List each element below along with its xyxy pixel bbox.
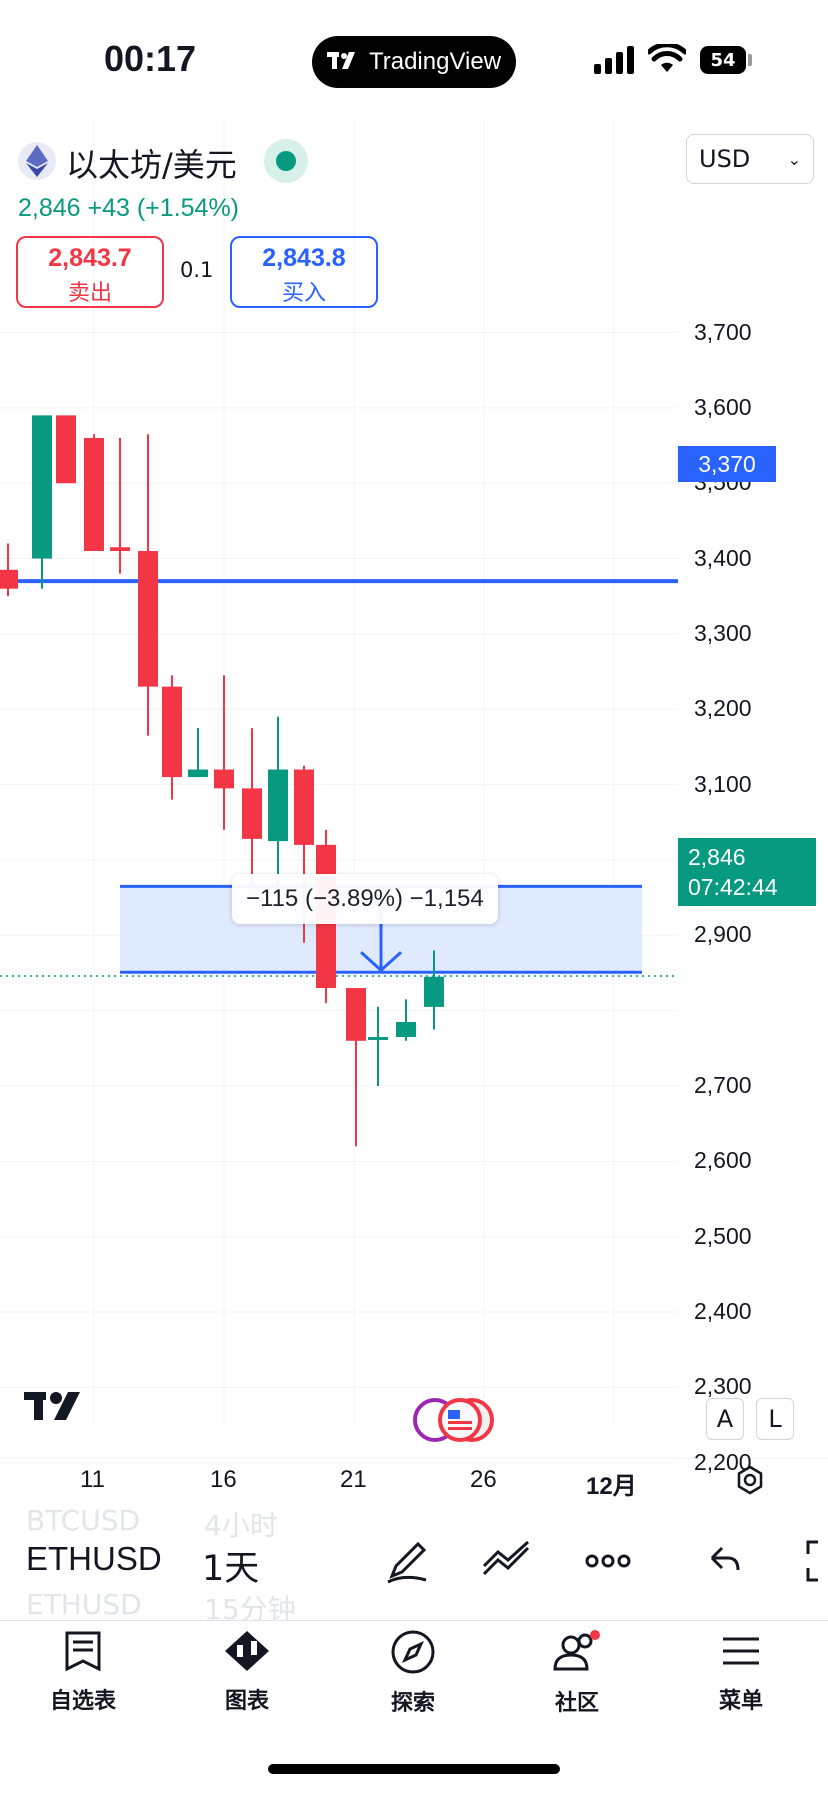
- toolbar-symbol[interactable]: ETHUSD: [26, 1540, 162, 1577]
- measure-tooltip: −115 (−3.89%) −1,154: [232, 874, 498, 924]
- ticker-prev[interactable]: BTCUSD: [26, 1508, 141, 1537]
- candle-body: [424, 976, 444, 1007]
- buy-price: 2,843.8: [262, 244, 346, 272]
- interval-prev[interactable]: 4小时: [204, 1509, 278, 1542]
- trend-tools-icon[interactable]: [480, 1538, 532, 1584]
- nav-explore[interactable]: 探索: [358, 1629, 468, 1717]
- candle-body: [56, 415, 76, 484]
- price-tick-label: 2,900: [694, 921, 752, 948]
- price-tick-label: 3,400: [694, 544, 752, 571]
- currency-select[interactable]: USD ⌄: [686, 134, 814, 184]
- horizontal-line-price-label: 3,370: [678, 446, 776, 482]
- interval-next[interactable]: 15分钟: [204, 1593, 296, 1620]
- price-tick-label: 2,600: [694, 1147, 752, 1174]
- menu-icon: [723, 1637, 759, 1665]
- bar-countdown: 07:42:44: [688, 874, 778, 900]
- candle-body: [84, 437, 104, 552]
- price-tick-label: 2,500: [694, 1222, 752, 1249]
- market-open-icon: [276, 151, 296, 171]
- nav-community[interactable]: 社区: [522, 1629, 632, 1717]
- candle-body: [110, 547, 130, 552]
- more-icon[interactable]: [584, 1538, 632, 1584]
- buy-button[interactable]: 2,843.8 买入: [230, 236, 378, 308]
- tradingview-pill[interactable]: TradingView: [312, 36, 516, 88]
- fullscreen-icon[interactable]: [802, 1538, 828, 1584]
- chart-icon: [225, 1631, 269, 1671]
- candles: [0, 415, 444, 1147]
- price-tick-label: 2,300: [694, 1373, 752, 1400]
- chart-settings-icon[interactable]: [734, 1464, 766, 1496]
- price-tick-label: 2,400: [694, 1298, 752, 1325]
- home-indicator: [268, 1764, 560, 1774]
- log-scale-button[interactable]: L: [756, 1398, 794, 1440]
- nav-menu[interactable]: 菜单: [686, 1629, 796, 1715]
- ticker-next[interactable]: ETHUSD: [26, 1588, 142, 1620]
- time-tick-label: 21: [340, 1466, 367, 1493]
- price-chart[interactable]: [0, 120, 828, 1500]
- candle-body: [396, 1021, 416, 1038]
- price-tick-label: 3,600: [694, 393, 752, 420]
- compass-icon: [391, 1630, 435, 1674]
- current-price-label: 2,846 07:42:44: [678, 838, 816, 906]
- candle-body: [294, 769, 314, 845]
- time-tick-label: 11: [80, 1466, 105, 1493]
- price-tick-label: 2,700: [694, 1072, 752, 1098]
- nav-watchlist[interactable]: 自选表: [28, 1629, 138, 1715]
- community-icon: [553, 1630, 600, 1671]
- wifi-icon: [648, 44, 686, 72]
- app-pill-label: TradingView: [368, 48, 502, 75]
- auto-scale-button[interactable]: A: [706, 1398, 744, 1440]
- candle-body: [0, 569, 18, 589]
- spread-value: 0.1: [180, 258, 214, 282]
- economic-events-icon[interactable]: [410, 1396, 510, 1446]
- ethereum-icon: [18, 142, 56, 180]
- sell-label: 卖出: [67, 281, 112, 306]
- time-tick-label: 12月: [586, 1473, 637, 1500]
- nav-community-label: 社区: [554, 1691, 599, 1716]
- watchlist-icon: [65, 1631, 101, 1672]
- price-tick-label: 3,700: [694, 318, 752, 345]
- nav-watchlist-label: 自选表: [49, 1689, 116, 1714]
- time-tick-label: 16: [210, 1466, 237, 1493]
- signal-icon: [594, 46, 634, 74]
- candle-body: [242, 788, 262, 839]
- price-change: 2,846 +43 (+1.54%): [18, 194, 239, 222]
- candle-body: [32, 415, 52, 559]
- candle-body: [214, 769, 234, 789]
- time-tick-label: 26: [470, 1466, 497, 1493]
- candle-body: [368, 1037, 388, 1041]
- tradingview-watermark-icon[interactable]: [24, 1390, 90, 1422]
- chevron-down-icon: ⌄: [787, 149, 801, 169]
- symbol-toolbar: BTCUSD 4小时 ETHUSD 15分钟: [0, 1508, 828, 1620]
- bottom-navigation: 自选表 图表 探索 社区 菜单: [0, 1620, 828, 1733]
- candle-body: [346, 988, 366, 1041]
- candle-body: [188, 769, 208, 778]
- price-tick-label: 3,300: [694, 619, 752, 646]
- nav-menu-label: 菜单: [718, 1689, 763, 1714]
- tradingview-logo-icon: [326, 52, 355, 69]
- draw-pen-icon[interactable]: [384, 1538, 430, 1584]
- nav-explore-label: 探索: [390, 1691, 435, 1716]
- current-price: 2,846: [688, 844, 746, 870]
- sell-button[interactable]: 2,843.7 卖出: [16, 236, 164, 308]
- candle-body: [268, 769, 288, 842]
- candle-body: [162, 686, 182, 778]
- sell-price: 2,843.7: [48, 244, 132, 272]
- battery-indicator: 54: [700, 46, 746, 74]
- buy-label: 买入: [281, 281, 326, 306]
- undo-icon[interactable]: [706, 1538, 742, 1584]
- price-tick-label: 3,100: [694, 770, 752, 797]
- nav-chart[interactable]: 图表: [192, 1629, 302, 1715]
- nav-chart-label: 图表: [224, 1689, 269, 1714]
- toolbar-interval[interactable]: 1天: [202, 1549, 260, 1589]
- currency-value: USD: [699, 145, 751, 173]
- symbol-title[interactable]: 以太坊/美元: [66, 146, 237, 184]
- battery-cap: [748, 54, 752, 66]
- candle-body: [138, 551, 158, 687]
- price-tick-label: 3,200: [694, 695, 752, 722]
- status-time: 00:17: [104, 38, 197, 79]
